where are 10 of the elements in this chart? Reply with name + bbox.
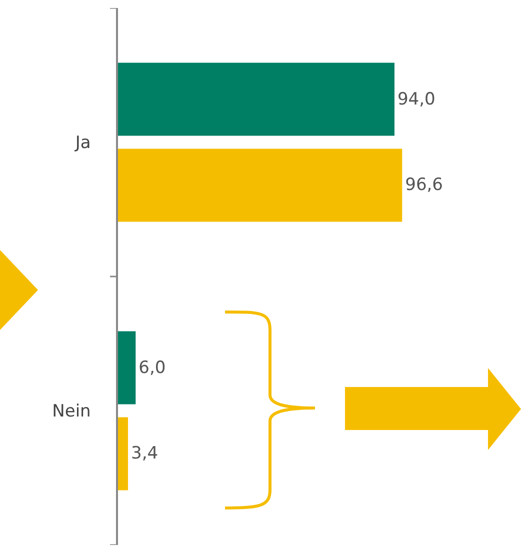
- bar: [118, 417, 128, 490]
- bar: [118, 62, 394, 136]
- data-label: 3,4: [131, 444, 158, 464]
- y-tick-label: Nein: [52, 402, 91, 422]
- y-tick-label: Ja: [74, 133, 91, 154]
- bar: [118, 331, 136, 404]
- data-label: 94,0: [397, 89, 436, 110]
- bar: [118, 148, 402, 222]
- data-label: 6,0: [138, 358, 166, 378]
- data-label: 96,6: [405, 175, 443, 196]
